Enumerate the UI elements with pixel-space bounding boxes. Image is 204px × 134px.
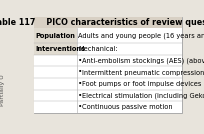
Text: Mechanical:: Mechanical: [78, 46, 118, 52]
Bar [34, 90, 77, 101]
Text: Population: Population [36, 33, 76, 39]
Bar [34, 101, 77, 113]
Text: Anti-embolism stockings (AES) (above c: Anti-embolism stockings (AES) (above c [82, 57, 204, 64]
Text: •: • [78, 81, 83, 87]
Text: •: • [78, 93, 83, 99]
Bar [77, 101, 182, 113]
Bar [77, 90, 182, 101]
Text: Partially U: Partially U [0, 74, 5, 106]
Bar [34, 78, 77, 90]
Bar [77, 66, 182, 78]
Bar [34, 43, 77, 55]
Text: •: • [78, 104, 83, 110]
Text: Electrical stimulation (including Geko de: Electrical stimulation (including Geko d… [82, 92, 204, 99]
Text: Interventions: Interventions [36, 46, 86, 52]
Bar [77, 43, 182, 55]
Text: Foot pumps or foot impulse devices (FID: Foot pumps or foot impulse devices (FID [82, 81, 204, 87]
Bar [34, 55, 77, 66]
Bar [77, 55, 182, 66]
Bar [34, 17, 182, 28]
Text: Intermittent pneumatic compression (IPC: Intermittent pneumatic compression (IPC [82, 69, 204, 76]
Text: •: • [78, 58, 83, 64]
Bar [77, 78, 182, 90]
Text: Continuous passive motion: Continuous passive motion [82, 104, 173, 110]
Text: •: • [78, 69, 83, 75]
Bar [34, 28, 77, 43]
Bar [34, 66, 77, 78]
Bar [77, 28, 182, 43]
Text: Table 117    PICO characteristics of review question: Table 117 PICO characteristics of review… [0, 18, 204, 27]
Text: Adults and young people (16 years and older) a: Adults and young people (16 years and ol… [78, 32, 204, 39]
